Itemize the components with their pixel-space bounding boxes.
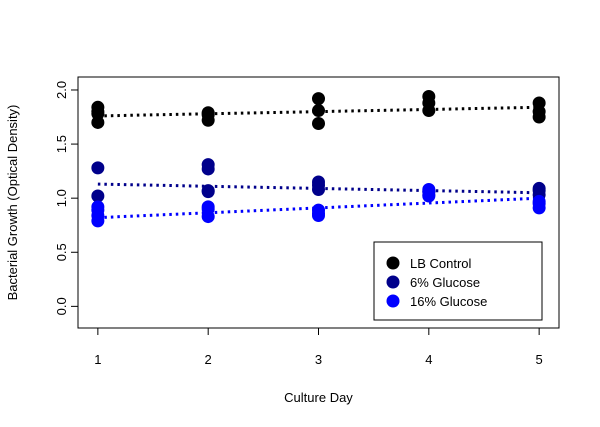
y-axis-title: Bacterial Growth (Optical Density) [5, 105, 20, 301]
y-tick-label: 1.0 [54, 189, 69, 207]
legend: LB Control 6% Glucose 16% Glucose [373, 241, 543, 321]
data-point [312, 183, 325, 197]
data-point [312, 104, 325, 118]
legend-label: 16% Glucose [410, 294, 487, 309]
trend-line [97, 182, 540, 195]
data-point [312, 208, 325, 222]
trend-line [97, 105, 540, 118]
data-point [91, 115, 105, 129]
trend-line [97, 196, 540, 220]
legend-marker [386, 256, 400, 270]
data-point [91, 214, 105, 228]
data-point [312, 92, 325, 106]
x-tick-label: 4 [425, 352, 432, 367]
data-points [91, 89, 546, 228]
y-tick-label: 2.0 [54, 81, 69, 99]
x-axis: 1 2 3 4 5 [94, 328, 543, 367]
y-tick-label: 0.0 [54, 297, 69, 315]
data-point [201, 162, 215, 176]
legend-marker [386, 275, 400, 289]
data-point [312, 117, 325, 131]
x-tick-label: 1 [94, 352, 101, 367]
y-axis: 0.0 0.5 1.0 1.5 2.0 [54, 81, 78, 315]
trend-lines [97, 105, 540, 220]
data-point [201, 210, 215, 224]
x-tick-label: 3 [315, 352, 322, 367]
data-point [201, 113, 215, 127]
x-tick-label: 5 [536, 352, 543, 367]
y-tick-label: 1.5 [54, 135, 69, 153]
data-point [422, 189, 436, 203]
data-point [422, 104, 436, 118]
data-point [532, 110, 546, 124]
data-point [201, 185, 215, 199]
y-tick-label: 0.5 [54, 243, 69, 261]
legend-box [373, 241, 543, 321]
legend-label: 6% Glucose [410, 275, 480, 290]
data-point [532, 201, 546, 215]
legend-label: LB Control [410, 256, 472, 271]
data-point [91, 161, 105, 175]
x-tick-label: 2 [205, 352, 212, 367]
data-point [91, 189, 105, 203]
legend-marker [386, 294, 400, 308]
x-axis-title: Culture Day [284, 390, 353, 405]
